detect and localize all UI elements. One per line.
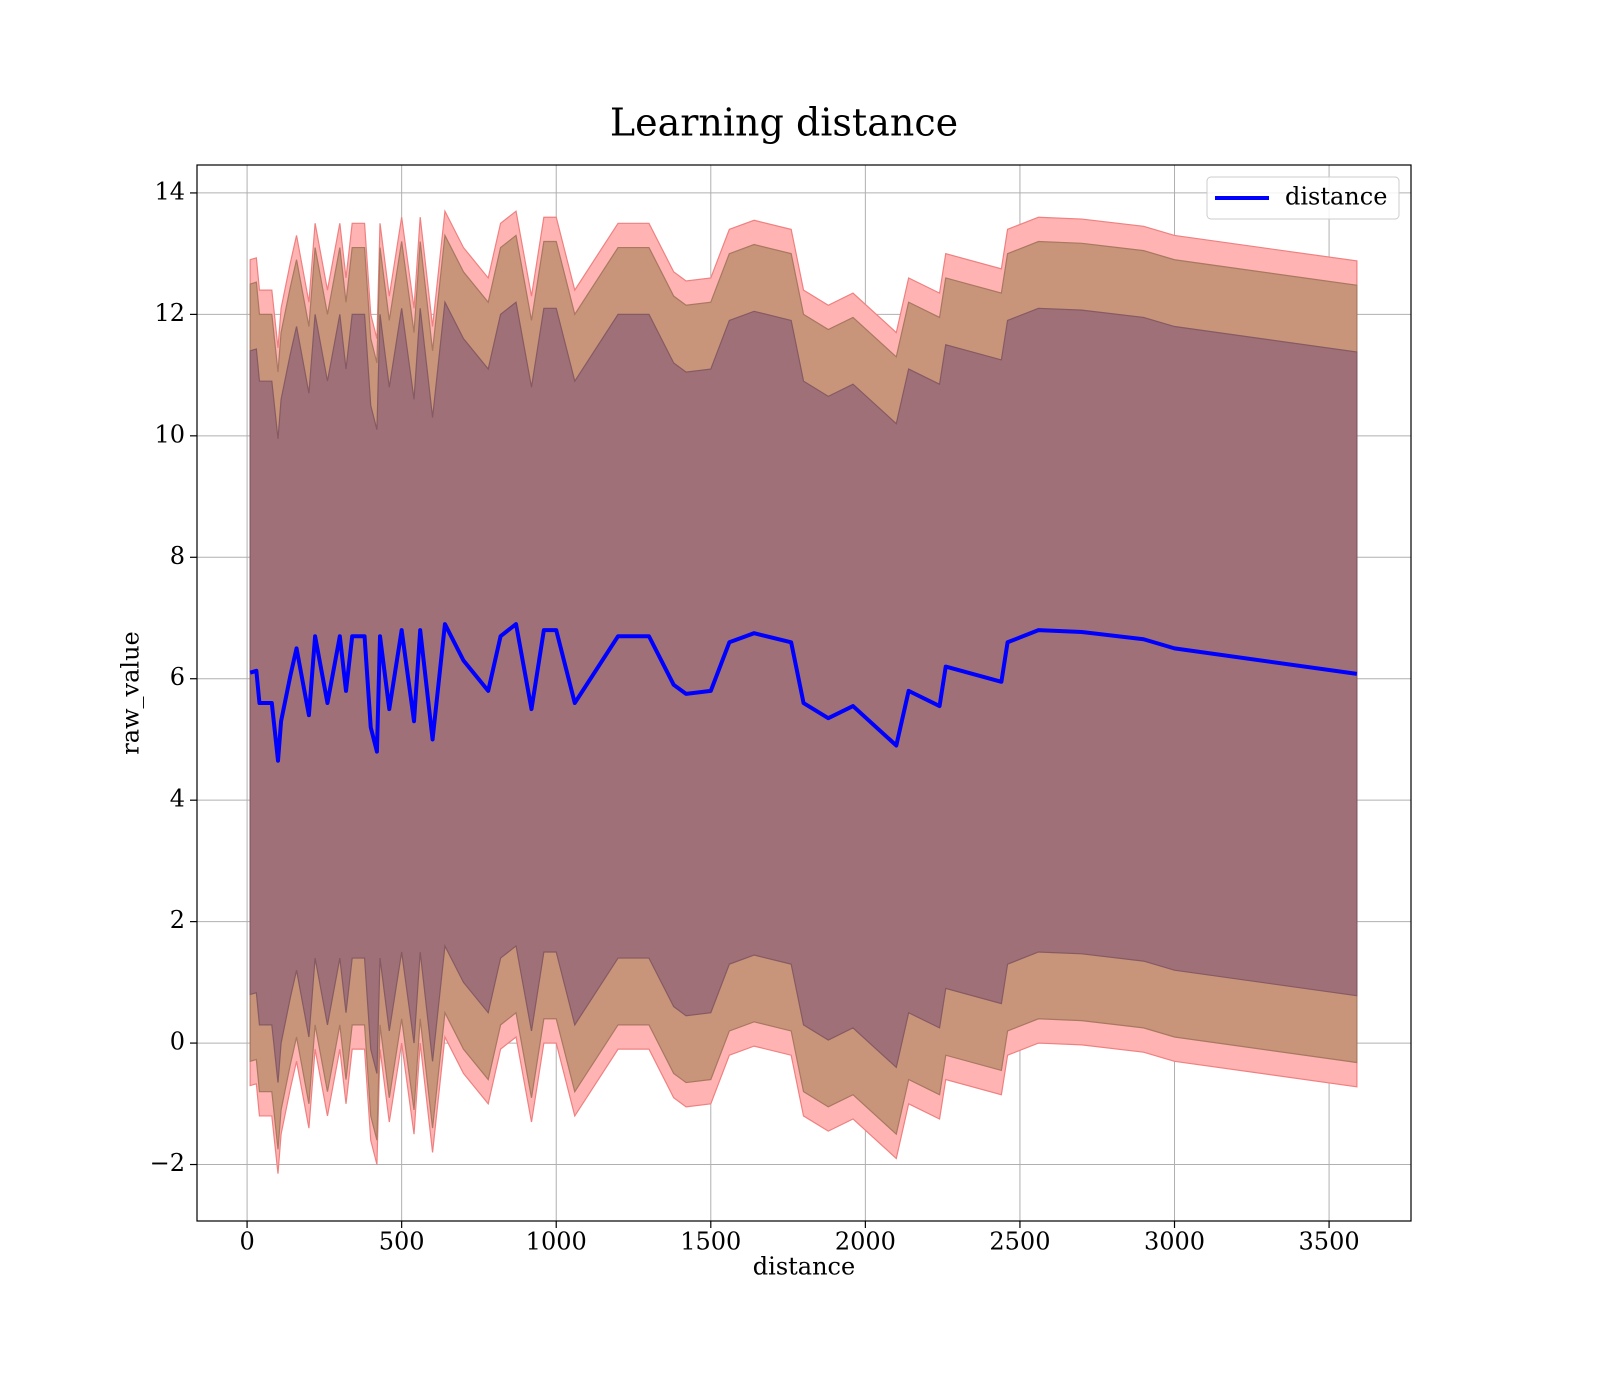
y-tick-label: 10 <box>154 420 185 448</box>
legend-box <box>1206 176 1400 220</box>
x-axis-label: distance <box>753 1253 855 1281</box>
plot-frame <box>196 164 1412 1222</box>
y-tick-label: 4 <box>170 785 185 813</box>
x-tick-label: 3000 <box>1144 1228 1205 1256</box>
x-tick-label: 1000 <box>526 1228 587 1256</box>
y-tick-label: −2 <box>150 1149 185 1177</box>
y-tick-label: 6 <box>170 663 185 691</box>
band <box>249 300 1358 1083</box>
x-tick-label: 0 <box>239 1228 254 1256</box>
x-tick-label: 1500 <box>680 1228 741 1256</box>
x-tick-label: 2500 <box>989 1228 1050 1256</box>
y-tick-label: 14 <box>154 177 185 205</box>
y-tick-label: 8 <box>170 542 185 570</box>
line <box>249 622 1358 763</box>
x-tick-label: 3500 <box>1299 1228 1360 1256</box>
y-tick-label: 12 <box>154 299 185 327</box>
y-tick-label: 2 <box>170 906 185 934</box>
legend-label: distance <box>1285 183 1387 211</box>
y-axis-label: raw_value <box>117 631 145 755</box>
x-tick-label: 500 <box>379 1228 425 1256</box>
y-tick-label: 0 <box>170 1028 185 1056</box>
x-tick-label: 2000 <box>835 1228 896 1256</box>
chart-title: Learning distance <box>610 101 958 145</box>
